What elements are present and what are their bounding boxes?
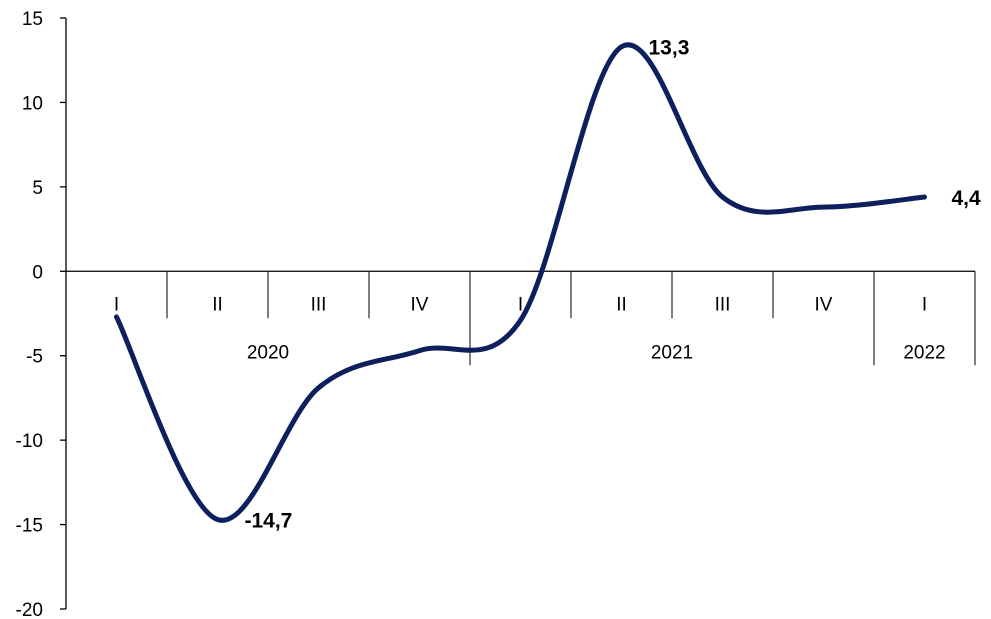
y-tick-label: -15 <box>16 516 43 537</box>
quarter-label: IV <box>411 294 429 315</box>
quarter-label: II <box>212 294 223 315</box>
quarter-label: II <box>616 294 627 315</box>
data-label: 13,3 <box>649 37 690 60</box>
year-label: 2022 <box>903 342 945 363</box>
y-tick-label: 10 <box>22 93 43 114</box>
axes <box>65 18 975 609</box>
quarter-label: III <box>715 294 731 315</box>
year-label: 2021 <box>651 342 693 363</box>
quarter-label: I <box>114 294 119 315</box>
data-label: -14,7 <box>245 510 293 533</box>
y-tick-label: 5 <box>32 178 43 199</box>
data-label: 4,4 <box>952 187 982 210</box>
series-line <box>114 42 927 523</box>
quarter-label: I <box>922 294 927 315</box>
y-tick-label: 0 <box>32 262 43 283</box>
quarter-label: I <box>518 294 523 315</box>
data-labels: -14,7 13,3 4,4 <box>245 37 982 533</box>
y-tick-label: -10 <box>16 431 43 452</box>
quarter-label: IV <box>815 294 833 315</box>
y-tick-label: -5 <box>26 347 43 368</box>
year-label: 2020 <box>247 342 289 363</box>
y-tick-label: 15 <box>22 9 43 30</box>
y-tick-label: -20 <box>16 600 43 619</box>
y-axis-ticks: 15 10 5 0 -5 -10 -15 -20 <box>16 9 66 619</box>
quarter-label: III <box>311 294 327 315</box>
series-group <box>114 42 927 523</box>
